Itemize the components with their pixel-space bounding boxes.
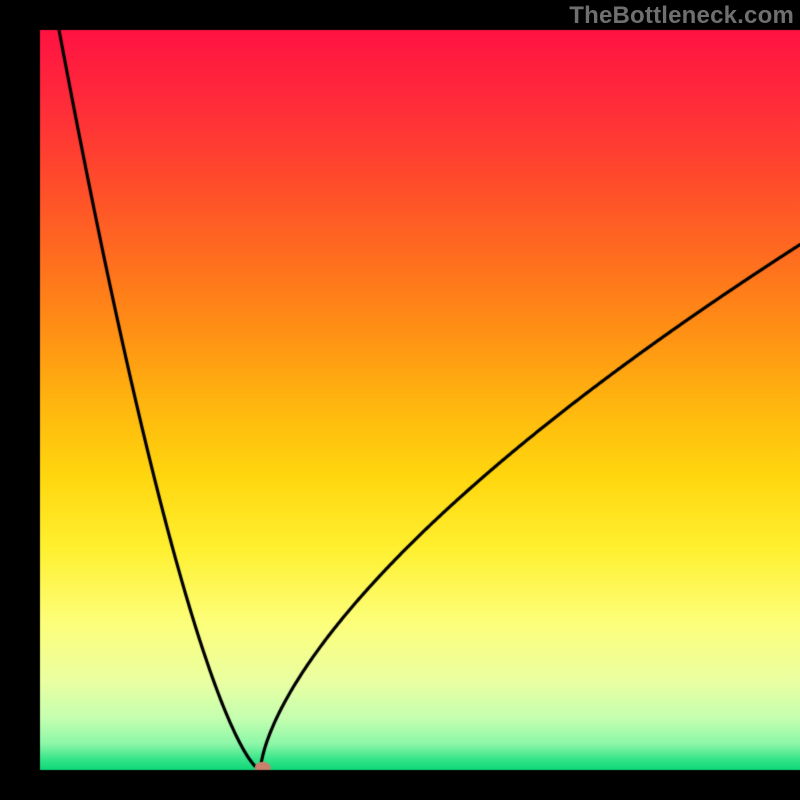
chart-container: TheBottleneck.com bbox=[0, 0, 800, 800]
watermark-text: TheBottleneck.com bbox=[569, 2, 794, 30]
bottleneck-chart bbox=[0, 0, 800, 800]
